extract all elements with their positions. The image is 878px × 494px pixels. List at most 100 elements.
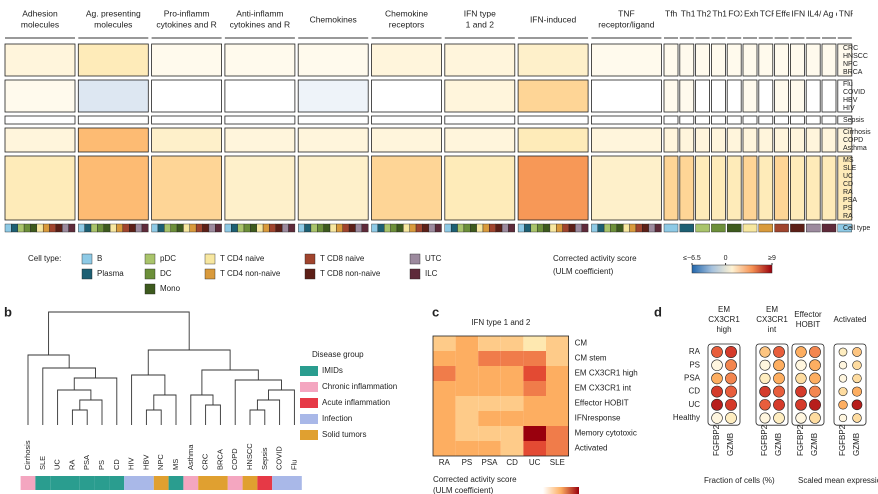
leaf-label: BRCA xyxy=(215,449,224,470)
heatmap-cell xyxy=(806,116,821,124)
heatmap-cell xyxy=(806,128,821,152)
block-outline xyxy=(591,127,662,153)
heatmap-cell xyxy=(743,80,757,112)
row-label: UC xyxy=(688,400,700,409)
heatmap-cell xyxy=(758,128,773,152)
row-footer: Cell type xyxy=(843,225,870,232)
cell-type-swatch xyxy=(116,223,124,233)
heatmap-cell xyxy=(78,44,149,76)
heatmap-cell xyxy=(523,426,546,441)
cell-type-swatch xyxy=(758,223,773,233)
heatmap-cell xyxy=(298,116,369,124)
dot xyxy=(759,412,771,424)
heatmap-cell xyxy=(822,116,836,124)
block-outline xyxy=(695,79,710,113)
cell-type-swatch xyxy=(355,223,363,233)
cell-type-swatch xyxy=(250,223,257,233)
cell-type-swatch xyxy=(269,223,277,233)
column-header: Anti-inflamm xyxy=(236,8,283,18)
cell-type-swatch xyxy=(463,223,471,233)
block-outline xyxy=(224,127,296,153)
heatmap-cell xyxy=(774,80,789,112)
heatmap-cell xyxy=(546,366,569,381)
gene-label: GZMB xyxy=(726,433,735,456)
panel-label: d xyxy=(654,304,662,319)
dot xyxy=(809,412,821,424)
block-outline xyxy=(742,127,758,153)
heatmap-cell xyxy=(774,128,789,152)
cell-type-swatch xyxy=(371,223,379,233)
block-outline xyxy=(371,127,442,153)
heatmap-cell xyxy=(790,128,805,152)
cell-type-swatch xyxy=(428,223,436,233)
block-outline xyxy=(805,155,821,221)
dot xyxy=(809,346,821,358)
heatmap-cell xyxy=(433,396,456,411)
column-header: Exhausti xyxy=(744,8,777,18)
cell-type-swatch xyxy=(501,223,509,233)
heatmap-cell xyxy=(5,156,75,220)
block-outline xyxy=(297,115,369,125)
cell-type-swatch xyxy=(329,223,337,233)
block-outline xyxy=(77,155,149,221)
block-outline xyxy=(790,79,805,113)
column-header: FOXP3 xyxy=(728,8,756,18)
block-outline xyxy=(695,115,710,125)
cell-type-swatch xyxy=(262,223,270,233)
gene-label: GZMB xyxy=(852,433,861,456)
column-header: receptor/ligand xyxy=(598,19,655,29)
cell-type-swatch xyxy=(384,223,391,233)
heatmap-cell xyxy=(371,156,442,220)
row-label: PSA xyxy=(843,197,857,204)
cell-type-swatch xyxy=(444,223,452,233)
dot xyxy=(852,413,862,423)
heatmap-cell xyxy=(546,411,569,426)
heatmap-cell xyxy=(727,156,742,220)
cell-type-swatch xyxy=(310,223,318,233)
leaf-label: COPD xyxy=(230,448,239,470)
dot xyxy=(773,372,785,385)
leaf-label: SLE xyxy=(38,456,47,470)
cell-type-swatch xyxy=(837,223,852,233)
heatmap-cell xyxy=(298,128,369,152)
block-outline xyxy=(517,155,589,221)
cell-type-swatch xyxy=(317,223,324,233)
block-outline xyxy=(774,115,789,125)
heatmap-cell xyxy=(727,80,742,112)
dendrogram-branch xyxy=(73,377,118,425)
column-header: Th1 xyxy=(681,8,696,18)
cell-type-swatch xyxy=(727,223,742,233)
legend-swatch xyxy=(300,398,318,408)
column-label: CD xyxy=(506,458,518,467)
leaf-group-swatch xyxy=(287,476,302,490)
row-label: Sepsis xyxy=(843,117,865,124)
column-header: cytokines and R xyxy=(156,19,216,29)
legend-swatch xyxy=(304,253,316,265)
row-label: Flu xyxy=(843,81,853,88)
cell-type-swatch xyxy=(482,223,490,233)
dot xyxy=(852,347,862,357)
cell-type-swatch xyxy=(422,223,429,233)
gene-label: FGFBP2 xyxy=(760,424,769,456)
cell-type-swatch xyxy=(348,223,356,233)
dot xyxy=(725,359,737,372)
cell-type-swatch xyxy=(409,223,417,233)
leaf-label: NPC xyxy=(156,454,165,470)
heatmap-cell xyxy=(523,366,546,381)
dot xyxy=(759,385,771,398)
leaf-group-swatch xyxy=(79,476,95,490)
heatmap-cell xyxy=(523,441,546,456)
heatmap-cell xyxy=(758,44,773,76)
block-outline xyxy=(591,43,662,77)
heatmap-cell xyxy=(500,366,524,381)
column-header: IFNG res xyxy=(791,8,825,18)
block-outline xyxy=(726,155,742,221)
dot xyxy=(851,386,863,397)
cell-type-swatch xyxy=(202,223,210,233)
leaf-group-swatch xyxy=(153,476,169,490)
legend-swatch xyxy=(409,253,421,265)
heatmap-cell xyxy=(518,80,589,112)
block-outline xyxy=(224,43,296,77)
dot xyxy=(838,361,848,370)
